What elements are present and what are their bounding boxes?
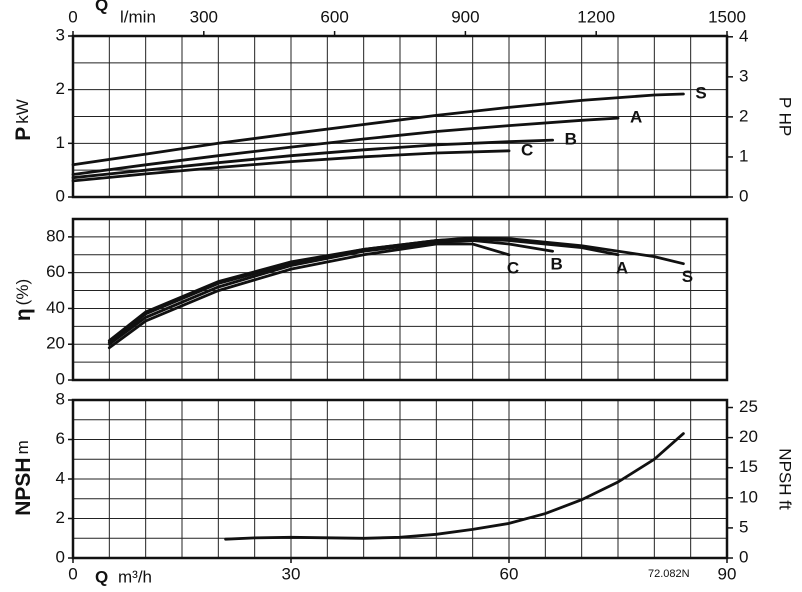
curve <box>107 237 620 344</box>
x2-tick-label: 900 <box>451 7 479 26</box>
y2-tick-label: 1 <box>739 146 748 165</box>
y-tick-label: 4 <box>56 468 65 487</box>
series-label: C <box>521 140 533 159</box>
x-tick-label: 30 <box>282 564 301 583</box>
series-label: A <box>630 108 642 127</box>
y-tick-label: 20 <box>46 334 65 353</box>
curve <box>71 138 554 180</box>
y-tick-label: 60 <box>46 262 65 281</box>
y-tick-label: 0 <box>56 369 65 388</box>
y-tick-label: 0 <box>56 547 65 566</box>
y-tick-label: 2 <box>56 508 65 527</box>
y-axis-label: η (%) <box>12 279 35 321</box>
y-axis-label: NPSH m <box>12 440 35 516</box>
y-axis-unit: kW <box>13 99 32 124</box>
y2-tick-label: 2 <box>739 106 748 125</box>
y-tick-label: 0 <box>56 186 65 205</box>
x2-tick-label: 600 <box>320 7 348 26</box>
y2-tick-label: 25 <box>739 397 758 416</box>
y-tick-label: 6 <box>56 429 65 448</box>
x2-tick-label: 1500 <box>708 7 746 26</box>
y-axis-symbol: P <box>12 127 35 141</box>
y-tick-label: 1 <box>56 133 65 152</box>
series-label: A <box>616 258 628 277</box>
y2-tick-label: 20 <box>739 427 758 446</box>
series-label: S <box>695 83 706 102</box>
plot-frame <box>71 217 729 382</box>
curve <box>107 239 554 346</box>
y-tick-label: 40 <box>46 298 65 317</box>
curve <box>71 92 685 167</box>
y2-tick-label: 15 <box>739 457 758 476</box>
x2-axis-symbol: Q <box>95 0 108 14</box>
x2-axis-unit: l/min <box>120 7 156 26</box>
series-label: S <box>682 267 693 286</box>
curve <box>107 236 685 342</box>
figure-code: 72.082N <box>648 568 690 580</box>
x2-tick-label: 300 <box>190 7 218 26</box>
x-tick-label: 60 <box>500 564 519 583</box>
y2-tick-label: 0 <box>739 547 748 566</box>
series-label: C <box>507 258 519 277</box>
x2-tick-label: 1200 <box>577 7 615 26</box>
y-tick-label: 8 <box>56 389 65 408</box>
curve <box>71 149 511 183</box>
y2-axis-label: NPSH ft <box>776 448 795 510</box>
y2-tick-label: 4 <box>739 26 748 45</box>
y2-axis-label: P HP <box>776 97 795 136</box>
x2-tick-label: 0 <box>68 7 77 26</box>
y2-tick-label: 10 <box>739 487 758 506</box>
y-axis-symbol: η <box>12 308 35 321</box>
curve <box>107 242 511 350</box>
y-axis-unit: (%) <box>13 279 32 305</box>
y-axis-label: PkW <box>12 99 35 141</box>
curve <box>224 432 685 541</box>
y-tick-label: 2 <box>56 79 65 98</box>
y-axis-unit: m <box>13 440 32 454</box>
y2-tick-label: 0 <box>739 186 748 205</box>
y2-tick-label: 5 <box>739 517 748 536</box>
y-tick-label: 80 <box>46 226 65 245</box>
y-axis-symbol: NPSH <box>12 457 35 515</box>
y2-tick-label: 3 <box>739 66 748 85</box>
x-axis-symbol: Q <box>95 567 108 586</box>
x-axis-unit: m³/h <box>118 567 152 586</box>
x-tick-label: 90 <box>718 564 737 583</box>
curve <box>71 116 620 176</box>
x-tick-label: 0 <box>68 564 77 583</box>
y-tick-label: 3 <box>56 25 65 44</box>
series-label: B <box>565 130 577 149</box>
series-label: B <box>550 255 562 274</box>
